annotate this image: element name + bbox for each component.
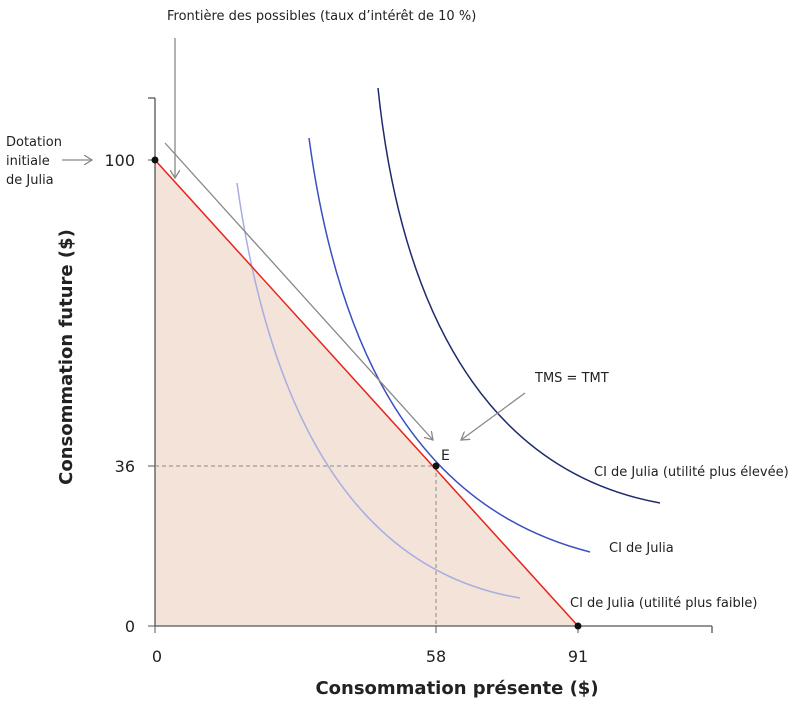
indifference-curve-low <box>236 182 521 599</box>
point-e <box>432 462 440 470</box>
y-axis-label: Consommation future ($) <box>56 229 77 485</box>
tangency-arrow <box>461 392 526 440</box>
y-tick-36: 36 <box>115 457 135 476</box>
indifference-curve-high <box>377 87 661 504</box>
legend-mid: CI de Julia <box>609 541 674 556</box>
frontier-label: Frontière des possibles (taux d’intérêt … <box>167 9 476 24</box>
x-tick-0: 0 <box>152 647 162 666</box>
point-e-label: E <box>441 448 450 464</box>
endowment-label-2: initiale <box>6 154 50 169</box>
tangency-label: TMS = TMT <box>534 371 609 386</box>
legend-high: CI de Julia (utilité plus élevée) <box>594 465 789 480</box>
endowment-label-3: de Julia <box>6 173 54 188</box>
budget-line <box>154 159 579 627</box>
x-tick-91: 91 <box>568 647 588 666</box>
x-tick-58: 58 <box>426 647 446 666</box>
x-axis-label: Consommation présente ($) <box>315 678 598 699</box>
indifference-curve-mid <box>308 137 591 553</box>
y-tick-0: 0 <box>125 617 135 636</box>
endowment-label-1: Dotation <box>6 135 62 150</box>
point-endowment <box>151 156 159 164</box>
y-tick-100: 100 <box>104 151 135 170</box>
legend-low: CI de Julia (utilité plus faible) <box>570 596 757 611</box>
frontier-pointer-line <box>164 142 433 440</box>
point-x-intercept <box>574 622 582 630</box>
